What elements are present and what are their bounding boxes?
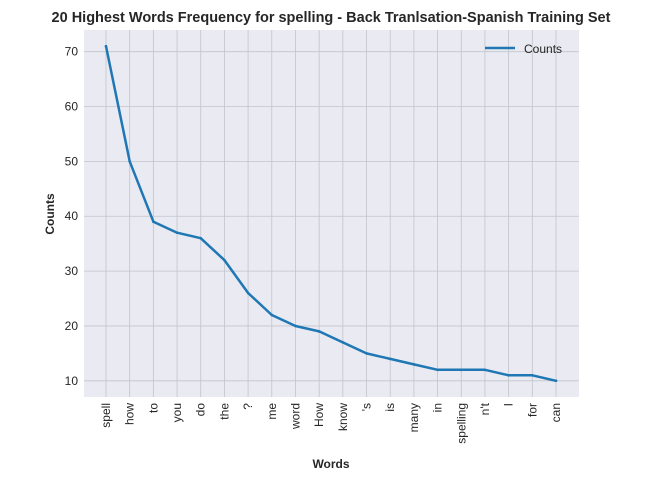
x-axis-ticks: spell how to you do the? me word How know 's is many… [99,402,563,443]
grid-lines [84,30,579,397]
data-point [388,357,392,361]
data-point [531,374,534,377]
data-point [554,379,558,383]
x-tick-label: word [288,403,302,430]
y-axis-title: Counts [43,193,57,235]
data-point [175,231,179,235]
x-tick-label: for [525,403,539,417]
chart-title: 20 Highest Words Frequency for spelling … [52,10,611,26]
data-point [412,363,416,366]
y-tick-label: 60 [65,100,79,114]
y-tick-label: 20 [65,319,79,333]
y-tick-label: 10 [65,374,79,388]
x-tick-label: I [502,403,516,406]
data-point [436,368,439,372]
legend: Counts [485,42,562,56]
data-point [223,258,226,262]
x-tick-label: you [170,403,184,422]
data-point [483,368,487,372]
x-tick-label: can [549,403,563,422]
x-tick-label: know [336,403,350,431]
plot-area [84,30,579,397]
x-tick-label: the [217,403,231,420]
y-axis-ticks: 10 20 30 40 50 60 70 [65,45,79,388]
x-tick-label: many [407,403,421,432]
x-tick-label: spelling [454,403,468,444]
data-point [128,160,131,163]
x-tick-label: is [383,403,397,412]
y-tick-label: 50 [65,154,79,168]
y-tick-label: 30 [65,264,79,278]
legend-label: Counts [524,42,562,56]
data-point [365,352,368,355]
x-tick-label: 's [360,403,374,411]
x-tick-label: ? [241,403,255,410]
x-axis-title: Words [312,457,349,471]
data-point [294,324,297,328]
x-tick-label: n't [478,402,492,415]
data-point [507,374,510,377]
data-point [459,368,463,372]
x-tick-label: to [146,403,160,413]
data-point [270,313,274,317]
data-point [341,341,345,344]
x-tick-label: do [194,403,208,417]
y-tick-label: 40 [65,209,79,223]
series-layer [104,44,558,383]
x-tick-label: me [265,403,279,420]
data-point [246,291,250,295]
x-tick-label: in [431,403,445,412]
data-point [317,330,321,333]
y-tick-label: 70 [65,45,79,59]
data-point [199,236,203,240]
series-line [104,44,558,383]
x-tick-label: spell [99,403,113,428]
data-point [104,44,108,48]
x-tick-label: How [312,403,326,427]
x-tick-label: how [123,403,137,425]
data-point [152,220,155,224]
